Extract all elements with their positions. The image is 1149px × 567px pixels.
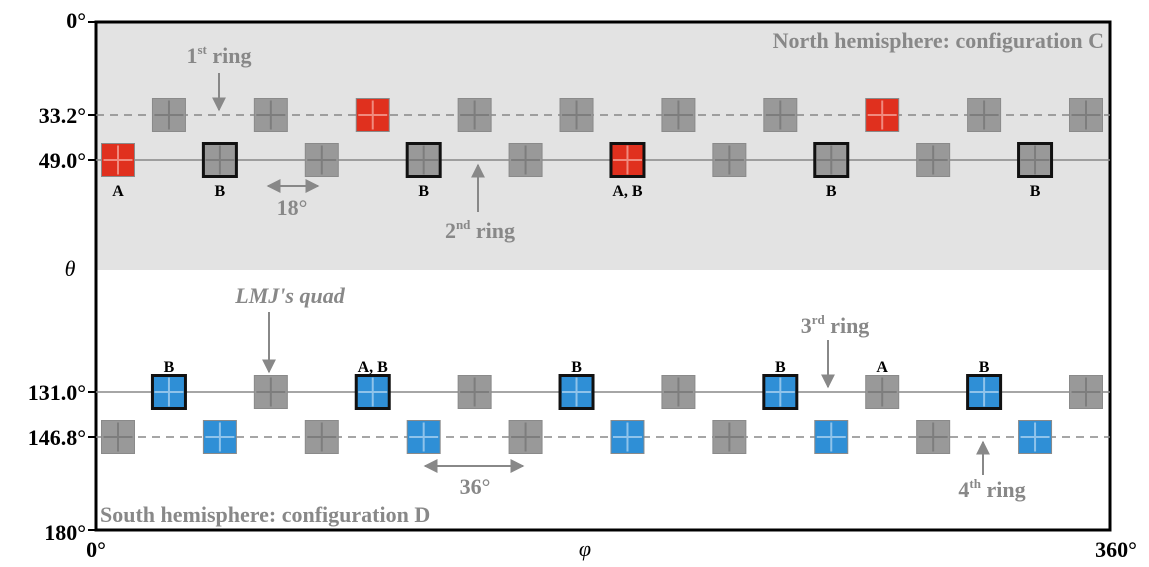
quad-ring3-1 xyxy=(253,375,288,409)
quad-ring1-9 xyxy=(1069,98,1103,132)
quad-ring3-0 xyxy=(150,374,187,410)
quad-label-ring3-7: A xyxy=(876,359,888,376)
plot-border xyxy=(94,20,1112,532)
phi-tick-360: 360° xyxy=(1095,537,1137,562)
quad-ring2-9 xyxy=(1017,142,1054,178)
quad-ring4-2 xyxy=(304,420,339,454)
quad-ring2-8 xyxy=(916,143,951,177)
quad-label-ring2-7: B xyxy=(826,183,837,200)
quad-ring4-3 xyxy=(406,420,441,454)
quad-label: LMJ's quad xyxy=(234,283,345,308)
phi-axis-label: φ xyxy=(579,536,591,561)
quad-ring4-6 xyxy=(712,420,747,454)
ring-label-2nd: 2nd ring xyxy=(445,217,515,243)
quad-ring4-4 xyxy=(508,420,543,454)
north-hemisphere-title: North hemisphere: configuration C xyxy=(773,28,1104,53)
quad-ring4-1 xyxy=(202,420,237,454)
quad-ring4-0 xyxy=(101,420,135,454)
theta-tick-146: 146.8° xyxy=(28,425,86,450)
quad-ring3-7 xyxy=(865,375,900,409)
quad-ring4-9 xyxy=(1018,420,1053,454)
quad-ring4-7 xyxy=(814,420,849,454)
ring-label-3rd: 3rd ring xyxy=(801,312,870,338)
south-hemisphere-title: South hemisphere: configuration D xyxy=(100,502,430,527)
theta-tick-49: 49.0° xyxy=(39,148,86,173)
quad-ring3-8 xyxy=(966,374,1003,410)
quad-label-ring2-1: B xyxy=(215,183,226,200)
quad-ring1-5 xyxy=(661,98,696,132)
quad-ring2-7 xyxy=(813,142,850,178)
quad-ring2-6 xyxy=(712,143,747,177)
quad-ring1-0 xyxy=(151,98,186,132)
quad-ring4-8 xyxy=(916,420,951,454)
quad-ring3-4 xyxy=(558,374,595,410)
quad-ring1-2 xyxy=(355,98,390,132)
phi-tick-0: 0° xyxy=(86,537,106,562)
theta-tick-marks xyxy=(88,21,96,531)
theta-tick-131: 131.0° xyxy=(28,380,86,405)
quad-ring3-2 xyxy=(354,374,391,410)
theta-axis-label: θ xyxy=(65,256,76,281)
quad-ring2-5 xyxy=(609,142,646,178)
quad-label-ring2-3: B xyxy=(418,183,429,200)
quad-ring1-8 xyxy=(967,98,1002,132)
theta-tick-180: 180° xyxy=(44,520,86,545)
spacing-south-label: 36° xyxy=(460,474,491,499)
quad-ring2-3 xyxy=(405,142,442,178)
quad-label-ring2-5: A, B xyxy=(612,183,643,200)
quad-ring1-1 xyxy=(253,98,288,132)
ring-label-1st: 1st ring xyxy=(186,42,251,68)
quad-ring3-9 xyxy=(1069,375,1103,409)
quad-ring2-0 xyxy=(101,143,135,177)
quad-ring1-3 xyxy=(457,98,492,132)
quad-ring3-3 xyxy=(457,375,492,409)
quad-ring2-2 xyxy=(304,143,339,177)
quad-label-ring3-2: A, B xyxy=(358,359,389,376)
quad-ring2-4 xyxy=(508,143,543,177)
quad-label-ring3-4: B xyxy=(571,359,582,376)
quad-label-ring2-9: B xyxy=(1030,183,1041,200)
spacing-north-label: 18° xyxy=(277,195,308,220)
quad-ring1-7 xyxy=(865,98,900,132)
quad-ring1-6 xyxy=(763,98,798,132)
quad-ring2-1 xyxy=(201,142,238,178)
quad-ring3-5 xyxy=(661,375,696,409)
theta-tick-33: 33.2° xyxy=(39,103,86,128)
quad-ring1-4 xyxy=(559,98,594,132)
quad-ring3-6 xyxy=(762,374,799,410)
quad-label-ring2-0: A xyxy=(112,183,124,200)
quad-label-ring3-6: B xyxy=(775,359,786,376)
quad-ring4-5 xyxy=(610,420,645,454)
ring-label-4th: 4th ring xyxy=(958,476,1025,502)
quad-label-ring3-8: B xyxy=(979,359,990,376)
theta-tick-0: 0° xyxy=(66,8,86,33)
quad-markers: A B B A, B B B B A, B B B A B xyxy=(101,98,1103,454)
quad-label-ring3-0: B xyxy=(164,359,175,376)
